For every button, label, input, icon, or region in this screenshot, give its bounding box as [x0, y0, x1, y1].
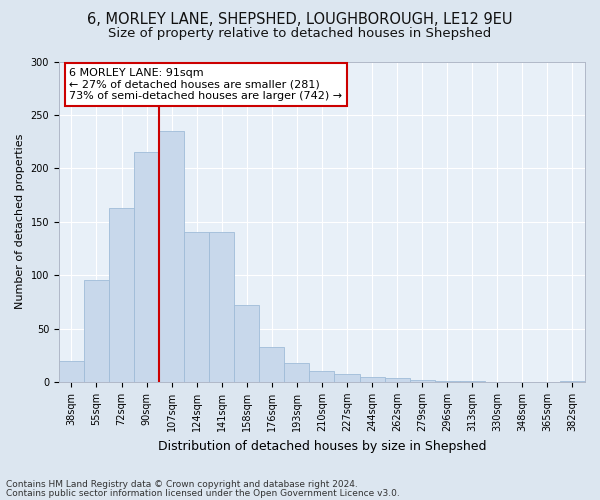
Bar	[385, 378, 410, 382]
Text: Size of property relative to detached houses in Shepshed: Size of property relative to detached ho…	[109, 28, 491, 40]
Bar	[209, 232, 234, 382]
Text: Contains HM Land Registry data © Crown copyright and database right 2024.: Contains HM Land Registry data © Crown c…	[6, 480, 358, 489]
Y-axis label: Number of detached properties: Number of detached properties	[15, 134, 25, 310]
Bar	[84, 280, 109, 382]
Bar	[159, 131, 184, 382]
Bar	[284, 362, 310, 382]
Bar	[184, 232, 209, 382]
Bar	[109, 208, 134, 382]
Bar	[460, 381, 485, 382]
Bar	[359, 376, 385, 382]
Bar	[560, 381, 585, 382]
Bar	[410, 380, 434, 382]
Bar	[134, 152, 159, 382]
Text: Contains public sector information licensed under the Open Government Licence v3: Contains public sector information licen…	[6, 488, 400, 498]
Text: 6 MORLEY LANE: 91sqm
← 27% of detached houses are smaller (281)
73% of semi-deta: 6 MORLEY LANE: 91sqm ← 27% of detached h…	[70, 68, 343, 101]
Bar	[234, 305, 259, 382]
Bar	[434, 381, 460, 382]
Bar	[259, 346, 284, 382]
Text: 6, MORLEY LANE, SHEPSHED, LOUGHBOROUGH, LE12 9EU: 6, MORLEY LANE, SHEPSHED, LOUGHBOROUGH, …	[87, 12, 513, 28]
Bar	[334, 374, 359, 382]
X-axis label: Distribution of detached houses by size in Shepshed: Distribution of detached houses by size …	[158, 440, 486, 452]
Bar	[310, 372, 334, 382]
Bar	[59, 360, 84, 382]
